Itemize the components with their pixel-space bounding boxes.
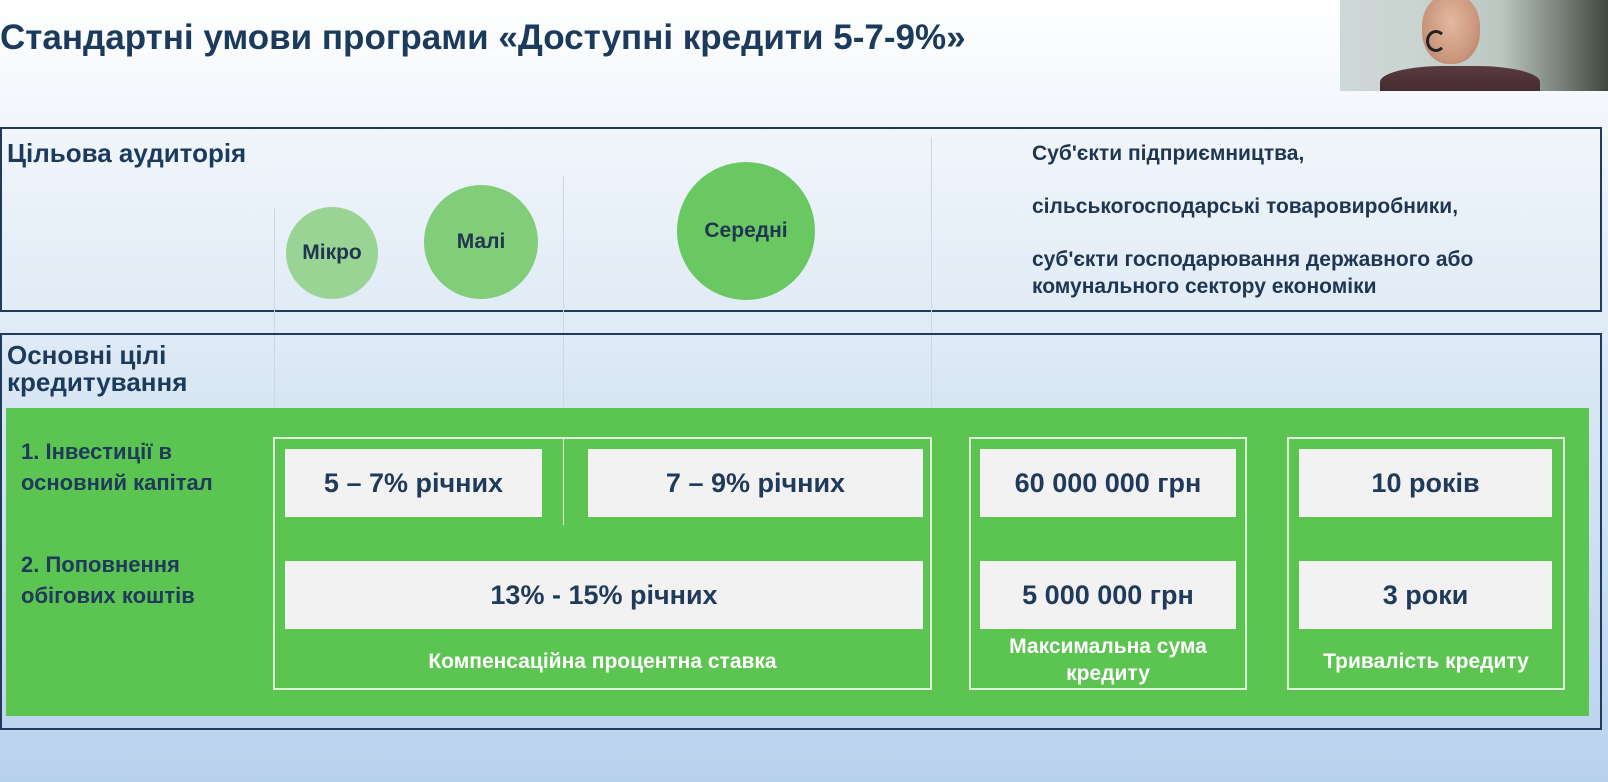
headset-icon — [1426, 30, 1446, 52]
credit-goals-heading: Основні цілі кредитування — [7, 340, 188, 397]
target-audience-heading: Цільова аудиторія — [7, 138, 247, 168]
max-amount-frame — [969, 437, 1247, 690]
term-frame — [1287, 437, 1565, 690]
size-label-medium: Середні — [704, 219, 788, 242]
rate-small-box: 5 – 7% річних — [285, 449, 542, 517]
term-working-capital-box: 3 роки — [1299, 561, 1552, 629]
divider-line — [931, 137, 932, 437]
divider-line — [563, 437, 564, 525]
rate-caption: Компенсаційна процентна ставка — [428, 650, 777, 673]
rate-working-capital-box: 13% - 15% річних — [285, 561, 923, 629]
rate-frame — [273, 437, 932, 690]
term-investment-box: 10 років — [1299, 449, 1552, 517]
size-label-small: Малі — [456, 230, 506, 253]
divider-line — [563, 176, 564, 524]
size-circle-small: Малі — [424, 185, 538, 299]
audience-entities: Суб'єкти підприємництва, сільськогоспода… — [1032, 140, 1572, 300]
size-circle-medium: Середні — [677, 162, 815, 300]
credit-goals-panel — [0, 333, 1602, 730]
max-amount-working-capital-box: 5 000 000 грн — [980, 561, 1236, 629]
goal-investment: 1. Інвестиції в основний капітал — [21, 439, 213, 495]
max-amount-investment-box: 60 000 000 грн — [980, 449, 1236, 517]
size-label-micro: Мікро — [302, 241, 362, 264]
webcam-video-thumbnail — [1340, 0, 1608, 91]
goal-working-capital: 2. Поповнення обігових коштів — [21, 552, 195, 608]
size-circle-micro: Мікро — [286, 207, 378, 299]
term-caption: Тривалість кредиту — [1323, 650, 1529, 673]
entity-line: Суб'єкти підприємництва, — [1032, 142, 1305, 165]
slide-title: Стандартні умови програми «Доступні кред… — [0, 18, 966, 57]
rate-medium-box: 7 – 9% річних — [588, 449, 923, 517]
target-audience-panel — [0, 127, 1602, 312]
entity-line: сільськогосподарські товаровиробники, — [1032, 195, 1459, 218]
divider-line — [274, 207, 275, 437]
entity-line: суб'єкти господарювання державного або к… — [1032, 248, 1474, 298]
max-amount-caption: Максимальна сума кредиту — [1009, 635, 1207, 685]
